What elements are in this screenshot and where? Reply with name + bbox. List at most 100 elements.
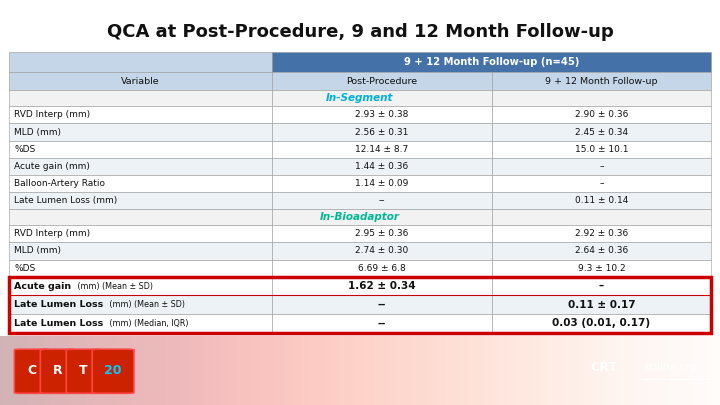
Text: RVD Interp (mm): RVD Interp (mm) — [14, 229, 91, 238]
Bar — [9, 106, 272, 124]
Text: 2.74 ± 0.30: 2.74 ± 0.30 — [356, 247, 408, 256]
Text: --: -- — [378, 318, 386, 328]
Bar — [492, 260, 711, 277]
Bar — [272, 295, 492, 314]
Text: 15.0 ± 10.1: 15.0 ± 10.1 — [575, 145, 629, 154]
Text: QCA at Post-Procedure, 9 and 12 Month Follow-up: QCA at Post-Procedure, 9 and 12 Month Fo… — [107, 23, 613, 41]
Text: %DS: %DS — [14, 145, 35, 154]
Text: Acute gain (mm): Acute gain (mm) — [14, 162, 90, 171]
Text: C: C — [27, 364, 36, 377]
Bar — [272, 314, 492, 333]
Bar — [9, 209, 272, 225]
Text: Late Lumen Loss: Late Lumen Loss — [14, 300, 104, 309]
Text: –: – — [599, 179, 604, 188]
Text: –: – — [599, 281, 604, 291]
Text: MLD (mm): MLD (mm) — [14, 128, 61, 136]
Text: Late Lumen Loss: Late Lumen Loss — [14, 319, 104, 328]
Text: 1.44 ± 0.36: 1.44 ± 0.36 — [356, 162, 408, 171]
Bar — [272, 277, 492, 295]
Bar — [492, 209, 711, 225]
Text: CRT: CRT — [590, 360, 617, 374]
Text: –: – — [599, 162, 604, 171]
Bar — [272, 72, 492, 90]
Text: RVD Interp (mm): RVD Interp (mm) — [14, 110, 91, 119]
Bar — [492, 90, 711, 106]
Bar — [9, 175, 272, 192]
Text: MLD (mm): MLD (mm) — [14, 247, 61, 256]
Text: 2.64 ± 0.36: 2.64 ± 0.36 — [575, 247, 628, 256]
Text: 2.45 ± 0.34: 2.45 ± 0.34 — [575, 128, 628, 136]
Text: Variable: Variable — [121, 77, 160, 85]
Bar — [272, 141, 492, 158]
Bar — [272, 90, 492, 106]
Text: 20: 20 — [104, 364, 122, 377]
Text: 2.95 ± 0.36: 2.95 ± 0.36 — [355, 229, 409, 238]
Bar — [492, 158, 711, 175]
Text: In-Segment: In-Segment — [326, 93, 394, 103]
Text: 2.56 ± 0.31: 2.56 ± 0.31 — [355, 128, 409, 136]
Text: R: R — [53, 364, 63, 377]
Text: Post-Procedure: Post-Procedure — [346, 77, 418, 85]
Text: 1.62 ± 0.34: 1.62 ± 0.34 — [348, 281, 415, 291]
Bar — [492, 72, 711, 90]
Bar — [492, 124, 711, 141]
Text: 9 + 12 Month Follow-up: 9 + 12 Month Follow-up — [545, 77, 658, 85]
Text: In-Bioadaptor: In-Bioadaptor — [320, 212, 400, 222]
Bar — [9, 192, 272, 209]
FancyBboxPatch shape — [14, 349, 49, 393]
Bar — [9, 314, 272, 333]
Bar — [492, 314, 711, 333]
Text: 2.92 ± 0.36: 2.92 ± 0.36 — [575, 229, 628, 238]
Text: 6.69 ± 6.8: 6.69 ± 6.8 — [358, 264, 406, 273]
Bar — [272, 124, 492, 141]
Text: 0.11 ± 0.17: 0.11 ± 0.17 — [568, 300, 635, 310]
FancyBboxPatch shape — [40, 349, 75, 393]
Bar — [492, 225, 711, 243]
Bar — [272, 260, 492, 277]
Bar — [9, 124, 272, 141]
Text: 0.11 ± 0.14: 0.11 ± 0.14 — [575, 196, 629, 205]
Bar — [9, 243, 272, 260]
Bar — [9, 158, 272, 175]
Bar — [9, 260, 272, 277]
Bar — [9, 295, 272, 314]
Text: 0.03 (0.01, 0.17): 0.03 (0.01, 0.17) — [552, 318, 651, 328]
Bar — [492, 175, 711, 192]
FancyBboxPatch shape — [92, 349, 134, 393]
Text: Balloon-Artery Ratio: Balloon-Artery Ratio — [14, 179, 105, 188]
Bar — [272, 106, 492, 124]
Text: (mm) (Mean ± SD): (mm) (Mean ± SD) — [75, 281, 153, 291]
Bar — [492, 106, 711, 124]
Bar — [492, 192, 711, 209]
Text: 12.14 ± 8.7: 12.14 ± 8.7 — [356, 145, 408, 154]
Bar — [9, 72, 272, 90]
Text: Acute gain: Acute gain — [14, 281, 71, 291]
Text: T: T — [79, 364, 88, 377]
Bar — [9, 52, 272, 72]
Bar — [272, 209, 492, 225]
Bar — [492, 141, 711, 158]
Bar — [492, 243, 711, 260]
FancyBboxPatch shape — [66, 349, 101, 393]
Text: --: -- — [378, 300, 386, 310]
Bar — [9, 277, 272, 295]
Text: 2.90 ± 0.36: 2.90 ± 0.36 — [575, 110, 629, 119]
Text: 2.93 ± 0.38: 2.93 ± 0.38 — [355, 110, 409, 119]
Text: online.org: online.org — [644, 362, 697, 372]
Text: (mm) (Median, IQR): (mm) (Median, IQR) — [107, 319, 189, 328]
Bar — [272, 158, 492, 175]
Bar — [492, 277, 711, 295]
Text: 9 + 12 Month Follow-up (n=45): 9 + 12 Month Follow-up (n=45) — [404, 57, 580, 67]
Bar — [9, 277, 711, 333]
Text: (mm) (Mean ± SD): (mm) (Mean ± SD) — [107, 300, 185, 309]
Bar — [272, 225, 492, 243]
Bar — [272, 175, 492, 192]
Bar — [9, 141, 272, 158]
Bar — [492, 295, 711, 314]
Bar — [9, 225, 272, 243]
Text: %DS: %DS — [14, 264, 35, 273]
Text: 9.3 ± 10.2: 9.3 ± 10.2 — [577, 264, 626, 273]
Text: Late Lumen Loss (mm): Late Lumen Loss (mm) — [14, 196, 117, 205]
Text: --: -- — [379, 196, 385, 205]
Bar — [272, 52, 711, 72]
